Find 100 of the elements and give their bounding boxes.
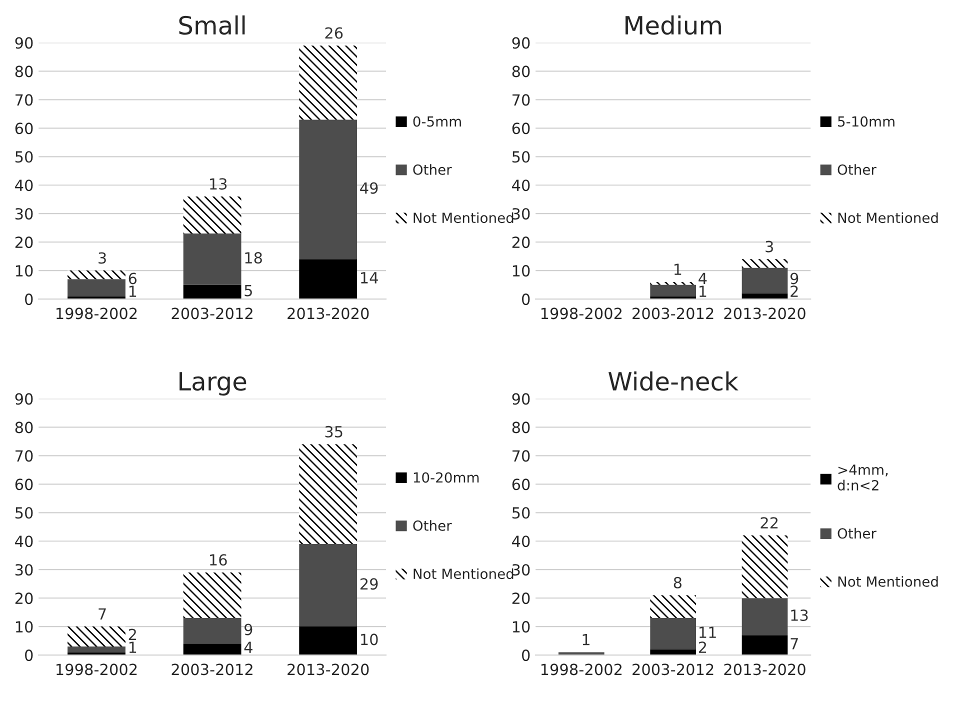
data-label: 4: [244, 642, 252, 653]
chart-title: Small: [179, 15, 245, 35]
data-label: 11: [700, 626, 716, 638]
y-tick-label: 80: [512, 422, 530, 434]
bar: [68, 279, 126, 296]
data-label: 29: [360, 578, 378, 590]
x-tick-label: 2003-2012: [172, 664, 252, 676]
data-label: 1: [129, 286, 136, 297]
y-tick-label: 10: [16, 265, 33, 277]
y-tick-label: 70: [16, 450, 33, 462]
data-label: 1: [674, 264, 682, 275]
y-tick-label: 10: [512, 621, 530, 633]
y-tick-label: 30: [512, 208, 530, 220]
legend-label: >4mm, d:n<2: [838, 464, 888, 491]
data-label: 49: [360, 182, 378, 194]
x-tick-label: 2013-2020: [288, 308, 369, 320]
data-label: 2: [128, 628, 136, 640]
legend-label: Not Mentioned: [838, 212, 938, 224]
data-label: 1: [700, 286, 706, 297]
data-label: 1: [582, 634, 590, 646]
y-tick-label: 90: [512, 37, 530, 49]
data-label: 7: [98, 608, 106, 620]
y-tick-label: 70: [512, 450, 530, 462]
bar: [299, 120, 358, 260]
legend-label: Other: [413, 164, 452, 175]
bar: [68, 646, 126, 652]
y-tick-label: 60: [15, 478, 33, 490]
y-tick-label: 0: [522, 650, 530, 662]
chart-title: Medium: [626, 15, 721, 35]
x-tick-label: 1998-2002: [541, 308, 622, 320]
bar: [299, 444, 358, 544]
chart-title: Large: [180, 372, 246, 396]
data-label: 9: [244, 624, 252, 636]
y-tick-label: 90: [512, 393, 530, 405]
legend-label: 5-10mm: [838, 116, 894, 127]
y-tick-label: 90: [15, 393, 33, 405]
x-tick-label: 2003-2012: [632, 308, 714, 320]
y-tick-label: 40: [15, 536, 33, 548]
data-label: 5: [244, 284, 252, 296]
data-label: 6: [128, 272, 137, 284]
y-tick-label: 0: [25, 650, 33, 662]
y-tick-label: 30: [15, 564, 33, 576]
x-tick-label: 2003-2012: [172, 308, 252, 320]
y-tick-label: 20: [512, 236, 530, 248]
y-tick-label: 50: [512, 151, 530, 163]
y-tick-label: 20: [15, 592, 33, 604]
bar: [183, 572, 242, 618]
bar: [183, 618, 242, 644]
y-tick-label: 80: [15, 66, 33, 78]
bar: [742, 635, 788, 656]
data-label: 8: [674, 576, 682, 588]
x-tick-label: 1998-2002: [56, 664, 137, 676]
legend-label: 10-20mm: [414, 472, 479, 483]
bar: [650, 284, 696, 296]
data-label: 2: [790, 286, 798, 297]
y-tick-label: 10: [16, 621, 33, 633]
bar: [299, 46, 358, 120]
legend-label: Other: [413, 520, 452, 531]
legend-label: Other: [838, 164, 876, 175]
data-label: 16: [210, 554, 227, 566]
data-label: 35: [325, 426, 342, 438]
y-tick-label: 50: [15, 507, 33, 519]
legend-label: 0-5mm: [413, 116, 461, 127]
data-label: 14: [361, 272, 378, 284]
data-label: 13: [791, 609, 808, 622]
bar: [742, 268, 788, 294]
data-label: 26: [325, 27, 343, 39]
bar: [183, 234, 242, 285]
data-label: 2: [698, 642, 706, 653]
bar: [183, 644, 242, 656]
x-tick-label: 2013-2020: [288, 664, 369, 676]
chart-title: Wide-neck: [608, 371, 738, 391]
x-tick-label: 2003-2012: [632, 664, 714, 676]
bar: [183, 196, 242, 234]
bar: [742, 259, 788, 268]
y-tick-label: 0: [522, 294, 530, 306]
data-label: 7: [790, 638, 798, 650]
y-tick-label: 50: [512, 507, 530, 519]
bar: [183, 284, 242, 300]
bar: [299, 626, 358, 656]
data-label: 13: [210, 178, 227, 190]
bar: [650, 618, 696, 650]
y-tick-label: 70: [16, 94, 33, 106]
data-label: 9: [790, 272, 798, 284]
data-label: 3: [766, 240, 773, 252]
y-tick-label: 70: [512, 94, 530, 106]
data-label: 10: [361, 634, 378, 646]
y-tick-label: 80: [15, 422, 33, 434]
bar: [650, 282, 696, 285]
legend-label: Not Mentioned: [838, 576, 938, 587]
y-tick-label: 50: [15, 151, 33, 163]
y-tick-label: 20: [512, 592, 530, 604]
y-tick-label: 40: [15, 180, 33, 192]
data-label: 3: [98, 252, 106, 264]
y-tick-label: 60: [512, 478, 530, 490]
data-label: 22: [760, 517, 778, 528]
y-tick-label: 40: [512, 536, 530, 548]
y-tick-label: 40: [512, 180, 530, 192]
x-tick-label: 2013-2020: [724, 308, 806, 320]
data-label: 18: [245, 252, 262, 264]
